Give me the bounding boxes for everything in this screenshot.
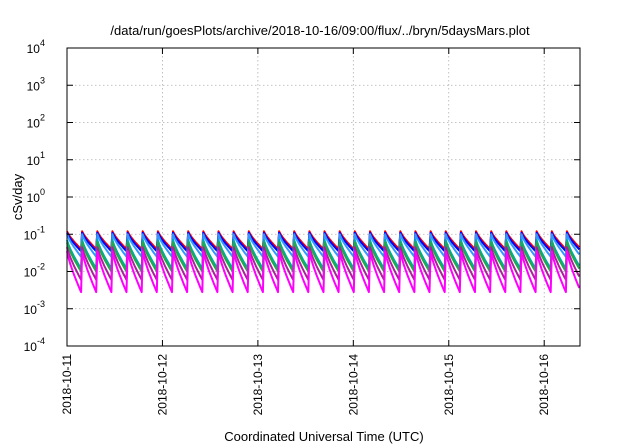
- chart-title: /data/run/goesPlots/archive/2018-10-16/0…: [110, 23, 530, 38]
- x-tick-label: 2018-10-13: [251, 354, 265, 416]
- x-tick-label: 2018-10-15: [442, 354, 456, 416]
- series-layer: [66, 230, 581, 294]
- y-tick-exponent: 0: [40, 187, 45, 197]
- y-tick-exponent: 1: [40, 150, 45, 160]
- y-tick-label: 101: [27, 150, 45, 168]
- y-tick-label: 102: [27, 113, 45, 131]
- x-tick-label: 2018-10-14: [346, 354, 360, 416]
- y-tick-label: 104: [27, 38, 45, 56]
- x-tick-label: 2018-10-11: [60, 354, 74, 415]
- y-tick-exponent: -1: [37, 224, 45, 234]
- y-tick-label: 103: [27, 75, 45, 93]
- grid: [67, 48, 580, 346]
- x-tick-label: 2018-10-16: [537, 354, 551, 416]
- y-tick-exponent: 2: [40, 113, 45, 123]
- y-tick-exponent: 4: [40, 38, 45, 48]
- y-axis-label: cSv/day: [10, 173, 25, 220]
- y-tick-label: 10-3: [24, 299, 45, 317]
- y-tick-exponent: 3: [40, 75, 45, 85]
- y-tick-label: 100: [27, 187, 45, 205]
- x-axis-label: Coordinated Universal Time (UTC): [224, 429, 423, 444]
- x-axis: 2018-10-11 2018-10-12 2018-10-13 2018-10-14…: [60, 48, 551, 415]
- y-tick-exponent: -3: [37, 299, 45, 309]
- y-tick-exponent: -2: [37, 262, 45, 272]
- series-line: [66, 250, 581, 294]
- x-tick-label: 2018-10-12: [155, 354, 169, 416]
- y-tick-exponent: -4: [37, 336, 45, 346]
- y-tick-label: 10-1: [24, 224, 45, 242]
- y-tick-label: 10-4: [24, 336, 45, 354]
- y-tick-label: 10-2: [24, 262, 45, 280]
